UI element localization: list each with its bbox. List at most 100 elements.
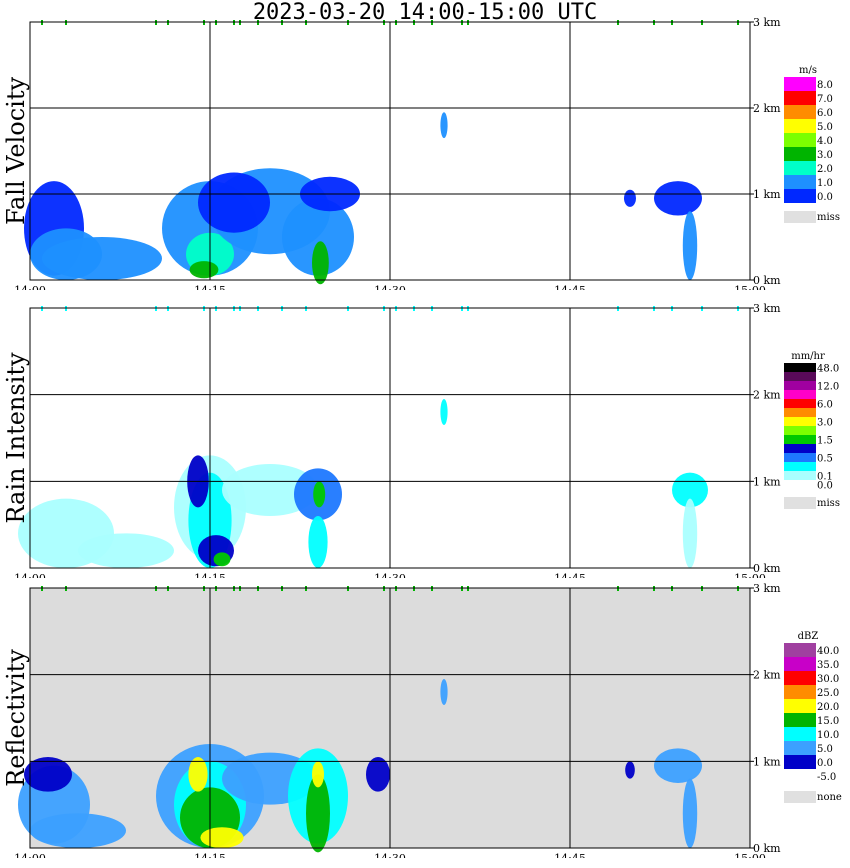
plot-frame <box>29 587 751 849</box>
legend-swatch <box>784 727 816 741</box>
legend-label: 6.0 <box>817 400 833 411</box>
legend-missing-label: miss <box>817 498 840 509</box>
legend-missing-label: miss <box>817 212 840 223</box>
y-tick-label: 0 km <box>753 274 781 287</box>
legend-missing-label: none <box>817 792 842 803</box>
legend-swatch <box>784 755 816 769</box>
heatmap-cell <box>682 211 698 280</box>
y-axis-label: Rain Intensity <box>2 352 30 524</box>
heatmap-cell <box>654 181 702 216</box>
legend-swatch <box>784 408 816 417</box>
legend-missing-swatch <box>784 211 816 223</box>
legend-swatch <box>784 769 816 783</box>
heatmap-cell <box>654 748 702 783</box>
legend-label: 0.5 <box>817 454 833 465</box>
y-tick-label: 2 km <box>753 669 781 682</box>
y-tick-label: 1 km <box>753 475 781 488</box>
heatmap-cell <box>30 813 126 848</box>
legend-missing-swatch <box>784 497 816 509</box>
heatmap-cell <box>306 774 330 853</box>
x-tick-label: 15:00 <box>734 284 766 290</box>
legend-label: 4.0 <box>817 136 833 147</box>
legend-label: 48.0 <box>817 364 839 375</box>
legend-swatch <box>784 175 816 189</box>
legend-swatch <box>784 91 816 105</box>
heatmap-cell <box>440 112 448 139</box>
heatmap-cell <box>188 757 208 792</box>
legend-label: 25.0 <box>817 688 839 699</box>
heatmap-cell <box>440 679 448 705</box>
y-tick-label: 1 km <box>753 188 781 201</box>
heatmap-cell <box>308 516 328 568</box>
legend-swatch <box>784 435 816 444</box>
legend-swatch <box>784 363 816 372</box>
legend-label: 15.0 <box>817 716 839 727</box>
legend-label: 6.0 <box>817 108 833 119</box>
legend-swatch <box>784 77 816 91</box>
legend-unit: mm/hr <box>791 351 825 362</box>
heatmap-cell <box>198 172 270 233</box>
legend-label: 2.0 <box>817 164 833 175</box>
legend-swatch <box>784 147 816 161</box>
heatmap-cell <box>222 464 318 516</box>
legend-swatch <box>784 399 816 408</box>
legend-label: 0.0 <box>817 192 833 203</box>
x-tick-label: 14:30 <box>374 572 406 578</box>
plot-frame <box>29 21 751 281</box>
legend-label: 3.0 <box>817 150 833 161</box>
heatmap-cell <box>200 827 244 848</box>
legend-label: 0.1 <box>817 472 833 483</box>
x-tick-label: 14:15 <box>194 284 226 290</box>
heatmap-cell <box>682 778 698 848</box>
legend-swatch <box>784 671 816 685</box>
legend-swatch <box>784 381 816 390</box>
legend-label: 40.0 <box>817 646 839 657</box>
legend-swatch <box>784 105 816 119</box>
y-tick-label: 1 km <box>753 755 781 768</box>
x-tick-label: 14:30 <box>374 852 406 858</box>
legend-swatch <box>784 189 816 203</box>
legend-label: 5.0 <box>817 122 833 133</box>
legend-swatch <box>784 453 816 462</box>
y-tick-label: 2 km <box>753 102 781 115</box>
heatmap-cell <box>312 241 329 285</box>
legend-swatch <box>784 133 816 147</box>
legend-label: 7.0 <box>817 94 833 105</box>
heatmap-cell <box>682 498 698 568</box>
y-axis-label: Fall Velocity <box>2 77 30 226</box>
legend-label: 30.0 <box>817 674 839 685</box>
x-tick-label: 14:30 <box>374 284 406 290</box>
legend-swatch <box>784 417 816 426</box>
heatmap-cell <box>312 761 324 788</box>
chart-title: 2023-03-20 14:00-15:00 UTC <box>252 0 598 25</box>
y-tick-label: 0 km <box>753 562 781 575</box>
y-axis-label: Reflectivity <box>2 649 30 787</box>
x-tick-label: 14:45 <box>554 852 586 858</box>
legend-swatch <box>784 372 816 381</box>
x-tick-label: 14:00 <box>14 852 46 858</box>
heatmap-cell <box>440 399 448 425</box>
legend-label: 10.0 <box>817 730 839 741</box>
legend-label: -5.0 <box>817 772 836 783</box>
heatmap-cell <box>624 189 636 207</box>
y-tick-label: 3 km <box>753 302 781 315</box>
heatmap-cell <box>78 533 174 568</box>
legend-label: 8.0 <box>817 80 833 91</box>
x-tick-label: 15:00 <box>734 572 766 578</box>
x-tick-label: 15:00 <box>734 852 766 858</box>
legend-label: 5.0 <box>817 744 833 755</box>
legend-label: 20.0 <box>817 702 839 713</box>
x-tick-label: 14:45 <box>554 284 586 290</box>
heatmap-cell <box>189 261 219 279</box>
reflectivity-panel: Reflectivity 14:00 14:15 14:30 14:45 15:000 k… <box>2 582 842 858</box>
x-tick-label: 14:45 <box>554 572 586 578</box>
heatmap-cell <box>30 228 102 280</box>
legend-label: 0.0 <box>817 758 833 769</box>
legend-swatch <box>784 741 816 755</box>
legend-unit: dBZ <box>798 631 819 642</box>
legend-label: 1.5 <box>817 436 833 447</box>
y-tick-label: 2 km <box>753 389 781 402</box>
heatmap-cell <box>24 757 72 792</box>
legend-swatch <box>784 462 816 471</box>
legend-swatch <box>784 685 816 699</box>
